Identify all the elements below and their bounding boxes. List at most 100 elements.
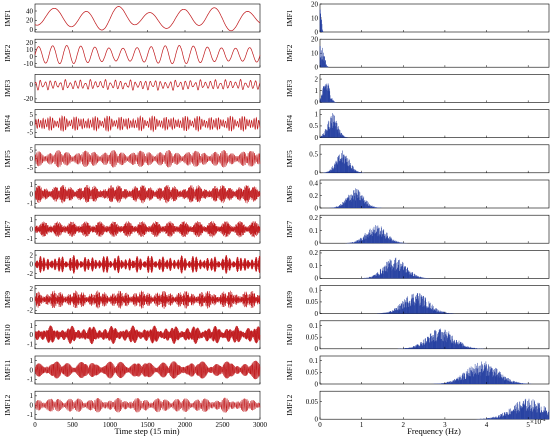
right-panel-label: IMF10 bbox=[285, 324, 294, 345]
right-panel-label: IMF9 bbox=[285, 291, 294, 308]
right-ytick-label: 0.5 bbox=[309, 150, 318, 158]
right-panel-label: IMF6 bbox=[285, 185, 294, 202]
left-series-line bbox=[34, 45, 261, 65]
right-ytick-label: 0 bbox=[315, 134, 319, 142]
right-spectrum-bars bbox=[474, 398, 550, 420]
right-panel-frame bbox=[319, 390, 550, 420]
right-panel-label: IMF2 bbox=[285, 44, 294, 61]
right-panel-frame bbox=[319, 74, 550, 103]
left-xtick-label: 500 bbox=[67, 421, 78, 429]
left-ytick-label: 0 bbox=[30, 120, 34, 128]
right-panel-7: 0 0.1 0.2 IMF7 bbox=[285, 214, 550, 248]
left-ytick-label: 0 bbox=[30, 26, 34, 34]
right-ytick-label: 0 bbox=[315, 99, 319, 107]
right-ytick-label: 0 bbox=[315, 28, 319, 36]
left-ytick-label: 0 bbox=[30, 190, 34, 198]
left-panel-label: IMF12 bbox=[3, 395, 12, 416]
right-panel-label: IMF12 bbox=[285, 395, 294, 416]
left-ytick-label: 2 bbox=[30, 285, 34, 293]
left-panel-label: IMF11 bbox=[3, 359, 12, 380]
right-ytick-label: 0.4 bbox=[309, 179, 318, 187]
right-spectrum-bars bbox=[319, 46, 329, 68]
left-ytick-label: 0 bbox=[30, 226, 34, 234]
right-xlabel: Frequency (Hz) bbox=[407, 426, 461, 436]
right-ytick-label: 0.05 bbox=[306, 398, 319, 406]
left-series-line bbox=[34, 290, 261, 309]
left-series-line bbox=[34, 220, 261, 238]
left-ytick-label: -5 bbox=[27, 129, 33, 137]
left-ytick-label: 10 bbox=[26, 46, 34, 54]
left-xtick-label: 1000 bbox=[103, 421, 118, 429]
right-ytick-label: 0.1 bbox=[309, 262, 318, 270]
left-ytick-label: 5 bbox=[30, 111, 34, 119]
right-ytick-label: 10 bbox=[311, 50, 319, 58]
right-spectrum-bars bbox=[319, 9, 324, 32]
right-panel-label: IMF11 bbox=[285, 359, 294, 380]
right-ytick-label: 20 bbox=[311, 36, 319, 44]
right-panel-label: IMF4 bbox=[285, 115, 294, 132]
right-panel-11: 0 0.05 0.1 IMF11 bbox=[285, 355, 550, 388]
right-panel-frame bbox=[319, 179, 550, 209]
left-ytick-label: -1 bbox=[27, 376, 33, 384]
right-spectrum-bars bbox=[431, 361, 533, 384]
left-ytick-label: 20 bbox=[26, 39, 34, 47]
left-ytick-label: 0 bbox=[30, 366, 34, 374]
right-xtick-label: 1 bbox=[360, 421, 364, 429]
right-ytick-label: 2 bbox=[315, 75, 319, 83]
right-ytick-label: 0.2 bbox=[309, 214, 318, 222]
right-ytick-label: 0 bbox=[315, 416, 319, 424]
left-panel-label: IMF2 bbox=[3, 44, 12, 61]
left-panel-9: -2 0 2 IMF9 bbox=[3, 285, 261, 315]
right-ytick-label: 0 bbox=[315, 204, 319, 212]
right-panel-label: IMF7 bbox=[285, 220, 294, 237]
left-panel-7: -10 1 IMF7 bbox=[3, 214, 261, 244]
right-panel-label: IMF3 bbox=[285, 80, 294, 97]
left-xtick-label: 0 bbox=[33, 421, 37, 429]
left-ytick-label: 0 bbox=[30, 402, 34, 410]
right-ytick-label: 0 bbox=[315, 240, 319, 248]
right-panel-label: IMF5 bbox=[285, 150, 294, 167]
right-ytick-label: 0 bbox=[315, 169, 319, 177]
left-ytick-label: 0 bbox=[30, 155, 34, 163]
left-panel-label: IMF4 bbox=[3, 115, 12, 132]
right-xtick-label: 4 bbox=[485, 421, 489, 429]
right-ytick-label: 0.05 bbox=[306, 333, 319, 341]
left-ytick-label: -20 bbox=[24, 95, 34, 103]
right-ytick-label: 1 bbox=[315, 87, 319, 95]
right-ytick-label: 0.1 bbox=[309, 227, 318, 235]
right-ytick-label: 0.5 bbox=[309, 122, 318, 130]
left-ytick-label: -1 bbox=[27, 235, 33, 243]
right-panel-label: IMF1 bbox=[285, 9, 294, 26]
left-panel-label: IMF10 bbox=[3, 324, 12, 345]
left-panel-3: -20 0 IMF3 bbox=[3, 74, 261, 103]
left-series-line bbox=[34, 78, 261, 91]
right-panel-12: 0 0.05 IMF12 0 1 2 3 4 5 bbox=[285, 390, 550, 429]
left-panel-6: -1 01 IMF6 bbox=[3, 179, 261, 209]
right-panel-1: 0 10 20 IMF1 bbox=[285, 0, 550, 36]
right-xtick-label: 5 bbox=[526, 421, 530, 429]
right-ytick-label: 0 bbox=[315, 64, 319, 72]
right-ytick-label: 10 bbox=[311, 14, 319, 22]
right-panel-9: 0 0.05 0.1 IMF9 bbox=[285, 285, 550, 318]
left-panel-label: IMF5 bbox=[3, 150, 12, 167]
left-ytick-label: -5 bbox=[27, 164, 33, 172]
left-series-line bbox=[34, 115, 261, 133]
right-ytick-label: 0 bbox=[315, 345, 319, 353]
right-panel-frame bbox=[319, 109, 550, 138]
right-spectrum-bars bbox=[345, 225, 408, 244]
right-ytick-label: 0.2 bbox=[309, 192, 318, 200]
left-ytick-label: -1 bbox=[27, 200, 33, 208]
right-panel-6: 0 0.2 0.4 IMF6 bbox=[285, 179, 550, 212]
right-ytick-label: 0 bbox=[315, 380, 319, 388]
right-ytick-label: 0.2 bbox=[309, 249, 318, 257]
left-ytick-label: 40 bbox=[26, 7, 34, 15]
left-series-line bbox=[34, 6, 261, 32]
right-xtick-label: 2 bbox=[402, 421, 406, 429]
left-panel-label: IMF3 bbox=[3, 80, 12, 97]
left-ytick-label: -2 bbox=[27, 307, 33, 315]
left-series-line bbox=[34, 255, 261, 274]
right-ytick-label: 0 bbox=[315, 275, 319, 283]
right-ytick-label: 0.1 bbox=[309, 322, 318, 330]
